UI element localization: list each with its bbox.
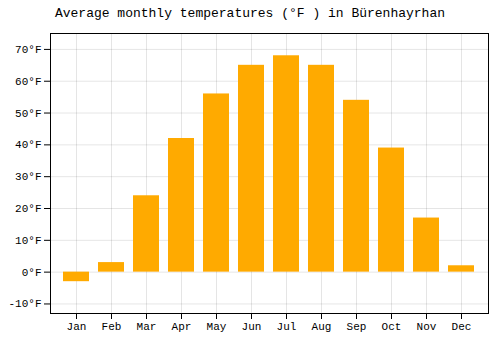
svg-text:Aug: Aug (312, 321, 332, 333)
svg-text:Apr: Apr (172, 321, 192, 333)
svg-text:Mar: Mar (137, 321, 157, 333)
svg-text:Nov: Nov (417, 321, 437, 333)
svg-text:10°F: 10°F (15, 235, 41, 247)
svg-text:Sep: Sep (347, 321, 367, 333)
svg-text:-10°F: -10°F (8, 298, 41, 310)
svg-text:Dec: Dec (452, 321, 472, 333)
svg-text:0°F: 0°F (22, 267, 42, 279)
svg-text:40°F: 40°F (15, 139, 41, 151)
svg-text:20°F: 20°F (15, 203, 41, 215)
svg-text:Oct: Oct (382, 321, 402, 333)
svg-text:May: May (207, 321, 227, 333)
svg-text:Feb: Feb (102, 321, 122, 333)
svg-text:30°F: 30°F (15, 171, 41, 183)
svg-text:Jun: Jun (242, 321, 262, 333)
html-text:Average monthly temperatures (: Average monthly temperatures (°F ) in Bü… (55, 6, 445, 21)
svg-text:Jul: Jul (277, 321, 297, 333)
svg-text:70°F: 70°F (15, 44, 41, 56)
svg-text:Jan: Jan (67, 321, 87, 333)
svg-text:50°F: 50°F (15, 108, 41, 120)
svg-text:60°F: 60°F (15, 76, 41, 88)
